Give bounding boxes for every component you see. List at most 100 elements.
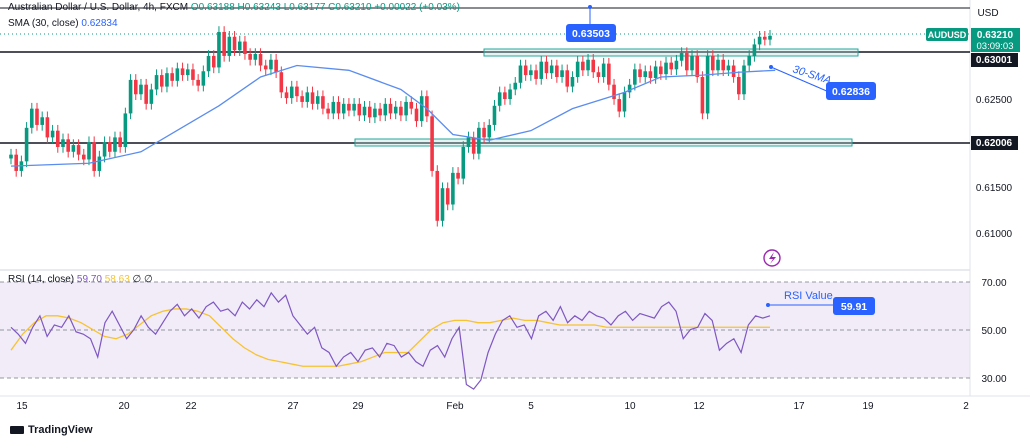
- candle-up: [757, 36, 762, 45]
- candle-down: [685, 53, 689, 71]
- candle-up: [113, 137, 117, 152]
- candle-up: [404, 101, 408, 116]
- candle-down: [107, 142, 112, 152]
- time-tick-label: 27: [287, 401, 299, 412]
- candle-down: [721, 59, 726, 71]
- alert-icon[interactable]: [763, 249, 781, 267]
- candle-up: [513, 82, 518, 90]
- sma-callout-text: 0.62836: [832, 86, 870, 98]
- rsi-callout-dot: [766, 303, 770, 307]
- candle-down: [414, 108, 419, 122]
- countdown-text: 03:09:03: [977, 41, 1014, 52]
- time-tick-label: 22: [185, 401, 197, 412]
- candle-down: [565, 70, 570, 87]
- sma-legend-label: SMA (30, close): [8, 18, 79, 29]
- candle-up: [627, 84, 632, 93]
- resistance-zone[interactable]: [483, 48, 859, 57]
- candle-down: [378, 108, 382, 116]
- candle-up: [674, 60, 679, 70]
- candle-up: [539, 61, 544, 79]
- candle-up: [102, 142, 107, 157]
- candle-up: [419, 96, 424, 122]
- time-axis[interactable]: 15 20 22 27 29 Feb 5 10 12 17 19 2: [16, 401, 969, 412]
- support-zone[interactable]: [354, 138, 853, 147]
- rsi-callout-box[interactable]: [833, 297, 875, 315]
- support-badge-text: 0.62006: [976, 138, 1013, 149]
- candle-down: [409, 101, 414, 109]
- candle-down: [357, 103, 362, 116]
- rsi-ma-legend-value: 58.63: [104, 274, 130, 285]
- time-tick-label: Feb: [446, 401, 464, 412]
- sma-callout-box[interactable]: [826, 82, 876, 100]
- ohlc-values: O0.63188 H0.63243 L0.63177 C0.63210 +0.0…: [190, 2, 460, 13]
- candle-up: [575, 61, 580, 78]
- candle-down: [456, 172, 460, 179]
- time-tick-label: 20: [118, 401, 130, 412]
- candle-down: [14, 154, 18, 171]
- time-tick-label: 15: [16, 401, 28, 412]
- candle-up: [362, 106, 367, 116]
- candle-down: [607, 63, 611, 85]
- candle-down: [258, 54, 263, 66]
- candle-down: [35, 108, 39, 125]
- sma-callout-leader: [770, 66, 830, 93]
- candle-up: [466, 137, 471, 147]
- tradingview-branding[interactable]: TradingView: [10, 424, 93, 436]
- candle-up: [461, 146, 466, 179]
- time-tick-label: 19: [862, 401, 874, 412]
- rsi-legend[interactable]: RSI (14, close) 59.70 58.63 ∅ ∅: [8, 274, 153, 285]
- candle-down: [321, 96, 325, 109]
- candle-down: [248, 54, 252, 60]
- candle-up: [206, 55, 211, 72]
- candle-up: [679, 53, 684, 61]
- sma-line: [10, 64, 776, 167]
- price-tick-061000: 0.61000: [976, 229, 1013, 240]
- rsi-callout-text: 59.91: [841, 301, 867, 313]
- candle-down: [648, 71, 653, 78]
- candle-down: [612, 84, 616, 100]
- candle-up: [690, 55, 694, 71]
- resistance-badge: [971, 53, 1018, 67]
- candle-up: [622, 92, 627, 112]
- support-badge: [971, 136, 1018, 150]
- time-tick-label: 5: [528, 401, 534, 412]
- candle-up: [570, 77, 575, 87]
- alert-icon-bolt: [769, 252, 776, 264]
- candle-up: [128, 79, 133, 114]
- candle-down: [196, 79, 200, 86]
- candle-down: [430, 116, 434, 171]
- time-tick-label: 17: [793, 401, 805, 412]
- rsi-legend-label: RSI (14, close): [8, 274, 75, 285]
- candle-down: [482, 127, 486, 138]
- candle-down: [92, 142, 96, 171]
- rsi-tick-70: 70.00: [981, 278, 1006, 289]
- candle-down: [144, 84, 148, 104]
- candle-up: [518, 65, 523, 83]
- candle-up: [50, 130, 55, 138]
- candle-up: [653, 66, 658, 78]
- candle-down: [700, 77, 705, 114]
- candle-down: [159, 75, 164, 87]
- candle-up: [154, 75, 159, 90]
- candle-down: [118, 137, 122, 147]
- sma-legend[interactable]: SMA (30, close) 0.62834: [8, 18, 118, 29]
- candle-down: [659, 66, 663, 75]
- candle-down: [243, 41, 247, 55]
- candle-up: [165, 73, 169, 87]
- candle-up: [315, 96, 320, 104]
- candle-up: [253, 54, 258, 60]
- candle-up: [227, 36, 232, 56]
- candle-down: [555, 65, 559, 78]
- rsi-line: [10, 291, 771, 390]
- candle-up: [24, 127, 29, 162]
- candle-down: [191, 69, 195, 80]
- candle-up: [664, 62, 668, 75]
- candle-up: [289, 86, 294, 99]
- rsi-tick-50: 50.00: [981, 326, 1006, 337]
- candle-down: [232, 36, 237, 51]
- peak-callout-box[interactable]: [566, 24, 616, 42]
- candle-up: [87, 142, 91, 160]
- time-tick-label: 12: [693, 401, 705, 412]
- candle-up: [305, 92, 310, 102]
- candle-down: [638, 69, 642, 78]
